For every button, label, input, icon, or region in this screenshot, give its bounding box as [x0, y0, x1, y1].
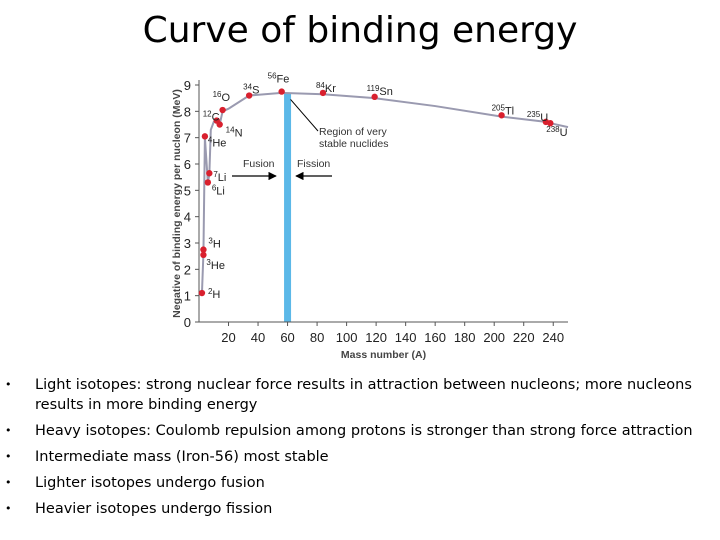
marker-84kr — [319, 89, 327, 97]
fusion-label: Fusion — [243, 158, 275, 170]
marker-label-84kr: 84Kr — [316, 81, 336, 95]
bullet-light-isotopes: Light isotopes: strong nuclear force res… — [0, 375, 720, 415]
marker-label-205tl: 205Tl — [492, 103, 515, 117]
x-tick-label: 80 — [310, 330, 324, 345]
marker-6li — [204, 179, 212, 186]
marker-205tl — [498, 112, 505, 119]
x-tick-label: 100 — [336, 330, 358, 345]
marker-label-14n: 14N — [226, 126, 243, 140]
x-tick-label: 240 — [542, 330, 564, 345]
y-tick-label: 2 — [184, 262, 191, 277]
binding-energy-curve — [200, 91, 569, 294]
bullet-lighter-fusion: Lighter isotopes undergo fusion — [0, 473, 720, 493]
marker-label-6li: 6Li — [212, 183, 225, 197]
marker-2h — [198, 289, 206, 297]
marker-56fe — [278, 88, 285, 95]
bullet-heavier-fission: Heavier isotopes undergo fission — [0, 499, 720, 519]
marker-7li — [206, 170, 213, 177]
x-tick-label: 20 — [221, 330, 235, 345]
bullet-heavy-isotopes: Heavy isotopes: Coulomb repulsion among … — [0, 421, 720, 441]
y-tick-label: 8 — [184, 104, 191, 119]
marker-119sn — [371, 93, 378, 101]
y-tick-label: 1 — [184, 289, 191, 304]
x-tick-label: 180 — [454, 330, 476, 345]
marker-label-235u: 235U — [527, 110, 548, 124]
marker-label-3h: 3H — [208, 237, 220, 251]
x-tick-label: 200 — [483, 330, 505, 345]
marker-4he — [201, 133, 209, 140]
marker-label-3he: 3He — [206, 258, 225, 272]
marker-label-238u: 238U — [546, 125, 567, 139]
x-tick-label: 220 — [513, 330, 535, 345]
marker-label-56fe: 56Fe — [268, 72, 290, 86]
marker-34s — [245, 92, 253, 99]
x-tick-label: 40 — [251, 330, 265, 345]
marker-14n — [216, 121, 223, 128]
fission-label: Fission — [297, 158, 330, 170]
marker-label-12c: 12C — [203, 110, 220, 124]
marker-label-34s: 34S — [243, 83, 259, 97]
y-tick-label: 6 — [184, 157, 191, 172]
binding-energy-chart: 0 1 2 3 4 5 6 7 8 9 20 40 60 80 100 120 140 160 180 200 220 2… — [171, 72, 569, 361]
x-tick-label: 60 — [280, 330, 294, 345]
marker-3h — [200, 246, 207, 253]
marker-label-7li: 7Li — [213, 170, 226, 184]
stable-region-band — [284, 92, 292, 323]
y-tick-label: 4 — [184, 210, 191, 225]
x-tick-label: 160 — [424, 330, 446, 345]
marker-3he — [200, 251, 207, 259]
y-tick-label: 0 — [184, 315, 191, 330]
marker-label-119sn: 119Sn — [367, 84, 393, 98]
x-tick-label: 120 — [365, 330, 387, 345]
marker-label-16o: 16O — [213, 90, 231, 104]
region-label-line2: stable nuclides — [319, 138, 388, 150]
slide-title: Curve of binding energy — [142, 10, 578, 51]
marker-238u — [547, 119, 554, 127]
x-axis-title: Mass number (A) — [341, 349, 426, 361]
region-label-line1: Region of very — [319, 126, 387, 138]
marker-16o — [219, 106, 226, 114]
x-tick-label: 140 — [395, 330, 417, 345]
marker-label-2h: 2H — [208, 287, 220, 301]
bullet-intermediate-mass: Intermediate mass (Iron-56) most stable — [0, 447, 720, 467]
y-tick-label: 5 — [184, 183, 191, 198]
marker-label-4he: 4He — [208, 135, 227, 149]
y-tick-label: 7 — [184, 131, 191, 146]
y-tick-label: 3 — [184, 236, 191, 251]
region-pointer-line — [290, 99, 319, 132]
y-tick-label: 9 — [184, 78, 191, 93]
bullet-list: Light isotopes: strong nuclear force res… — [0, 375, 720, 525]
y-axis-title: Negative of binding energy per nucleon (… — [171, 89, 183, 318]
